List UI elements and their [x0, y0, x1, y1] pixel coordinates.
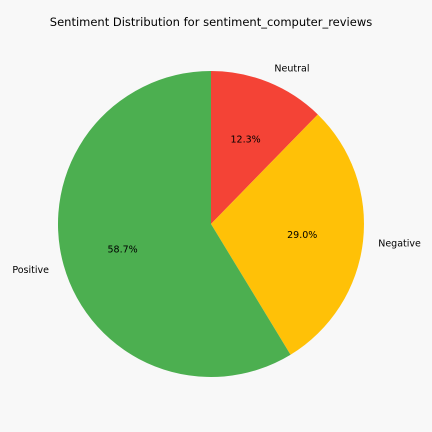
pie-slices: [57, 71, 364, 377]
pie-slice-positive: [57, 71, 291, 377]
slice-pct-positive: 58.7%: [108, 244, 138, 255]
slice-pct-neutral: 12.3%: [231, 134, 261, 145]
slice-label-neutral: Neutral: [274, 64, 309, 75]
slice-label-negative: Negative: [378, 238, 421, 249]
slice-pct-negative: 29.0%: [287, 230, 317, 241]
slice-label-positive: Positive: [12, 265, 49, 276]
pie-slice-negative: [211, 114, 364, 355]
chart-title: Sentiment Distribution for sentiment_com…: [50, 15, 372, 29]
pie-slice-neutral: [211, 71, 318, 224]
pie-labels: Neutral 12.3% Negative 29.0% Positive 58.7%: [12, 64, 421, 276]
